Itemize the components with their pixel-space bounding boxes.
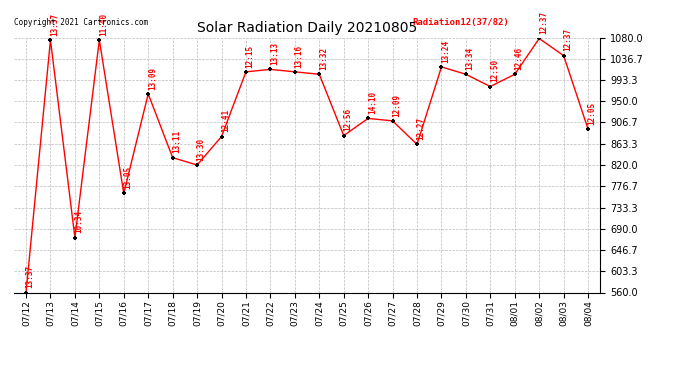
Text: 13:30: 13:30 [197,138,206,161]
Point [436,64,447,70]
Text: 12:27: 12:27 [417,117,426,140]
Point [485,84,496,90]
Point [167,154,178,160]
Text: Radiation12(37/82): Radiation12(37/82) [413,18,509,27]
Point [143,91,154,97]
Text: 12:09: 12:09 [392,94,402,117]
Point [265,66,276,72]
Point [509,71,520,77]
Text: 13:16: 13:16 [295,45,304,68]
Point [460,71,471,77]
Text: 13:37: 13:37 [50,13,59,36]
Point [192,162,203,168]
Text: 12:41: 12:41 [221,109,230,132]
Text: 13:11: 13:11 [172,130,181,153]
Point [118,190,129,196]
Text: 12:37: 12:37 [563,28,572,51]
Text: 12:05: 12:05 [588,102,597,125]
Point [314,71,325,77]
Text: 13:24: 13:24 [441,40,450,63]
Point [411,141,422,147]
Title: Solar Radiation Daily 20210805: Solar Radiation Daily 20210805 [197,21,417,35]
Point [558,53,569,58]
Point [582,126,593,132]
Text: 10:34: 10:34 [75,210,83,233]
Text: 12:46: 12:46 [515,47,524,70]
Text: 13:05: 13:05 [124,166,132,189]
Point [289,69,300,75]
Point [70,235,81,241]
Text: 12:56: 12:56 [344,108,353,131]
Text: 13:09: 13:09 [148,67,157,90]
Point [21,290,32,296]
Text: 14:10: 14:10 [368,91,377,114]
Point [533,36,544,42]
Text: 12:37: 12:37 [539,11,548,34]
Text: Copyright 2021 Cartronics.com: Copyright 2021 Cartronics.com [14,18,148,27]
Point [338,133,349,139]
Point [387,118,398,124]
Point [363,116,374,122]
Text: 12:15: 12:15 [246,45,255,68]
Text: 13:34: 13:34 [466,47,475,70]
Text: 13:13: 13:13 [270,42,279,65]
Point [216,134,227,140]
Point [240,69,251,75]
Point [94,37,105,43]
Text: 13:37: 13:37 [26,265,34,288]
Text: 11:40: 11:40 [99,13,108,36]
Text: 12:50: 12:50 [490,59,499,82]
Point [45,37,56,43]
Text: 13:32: 13:32 [319,47,328,70]
